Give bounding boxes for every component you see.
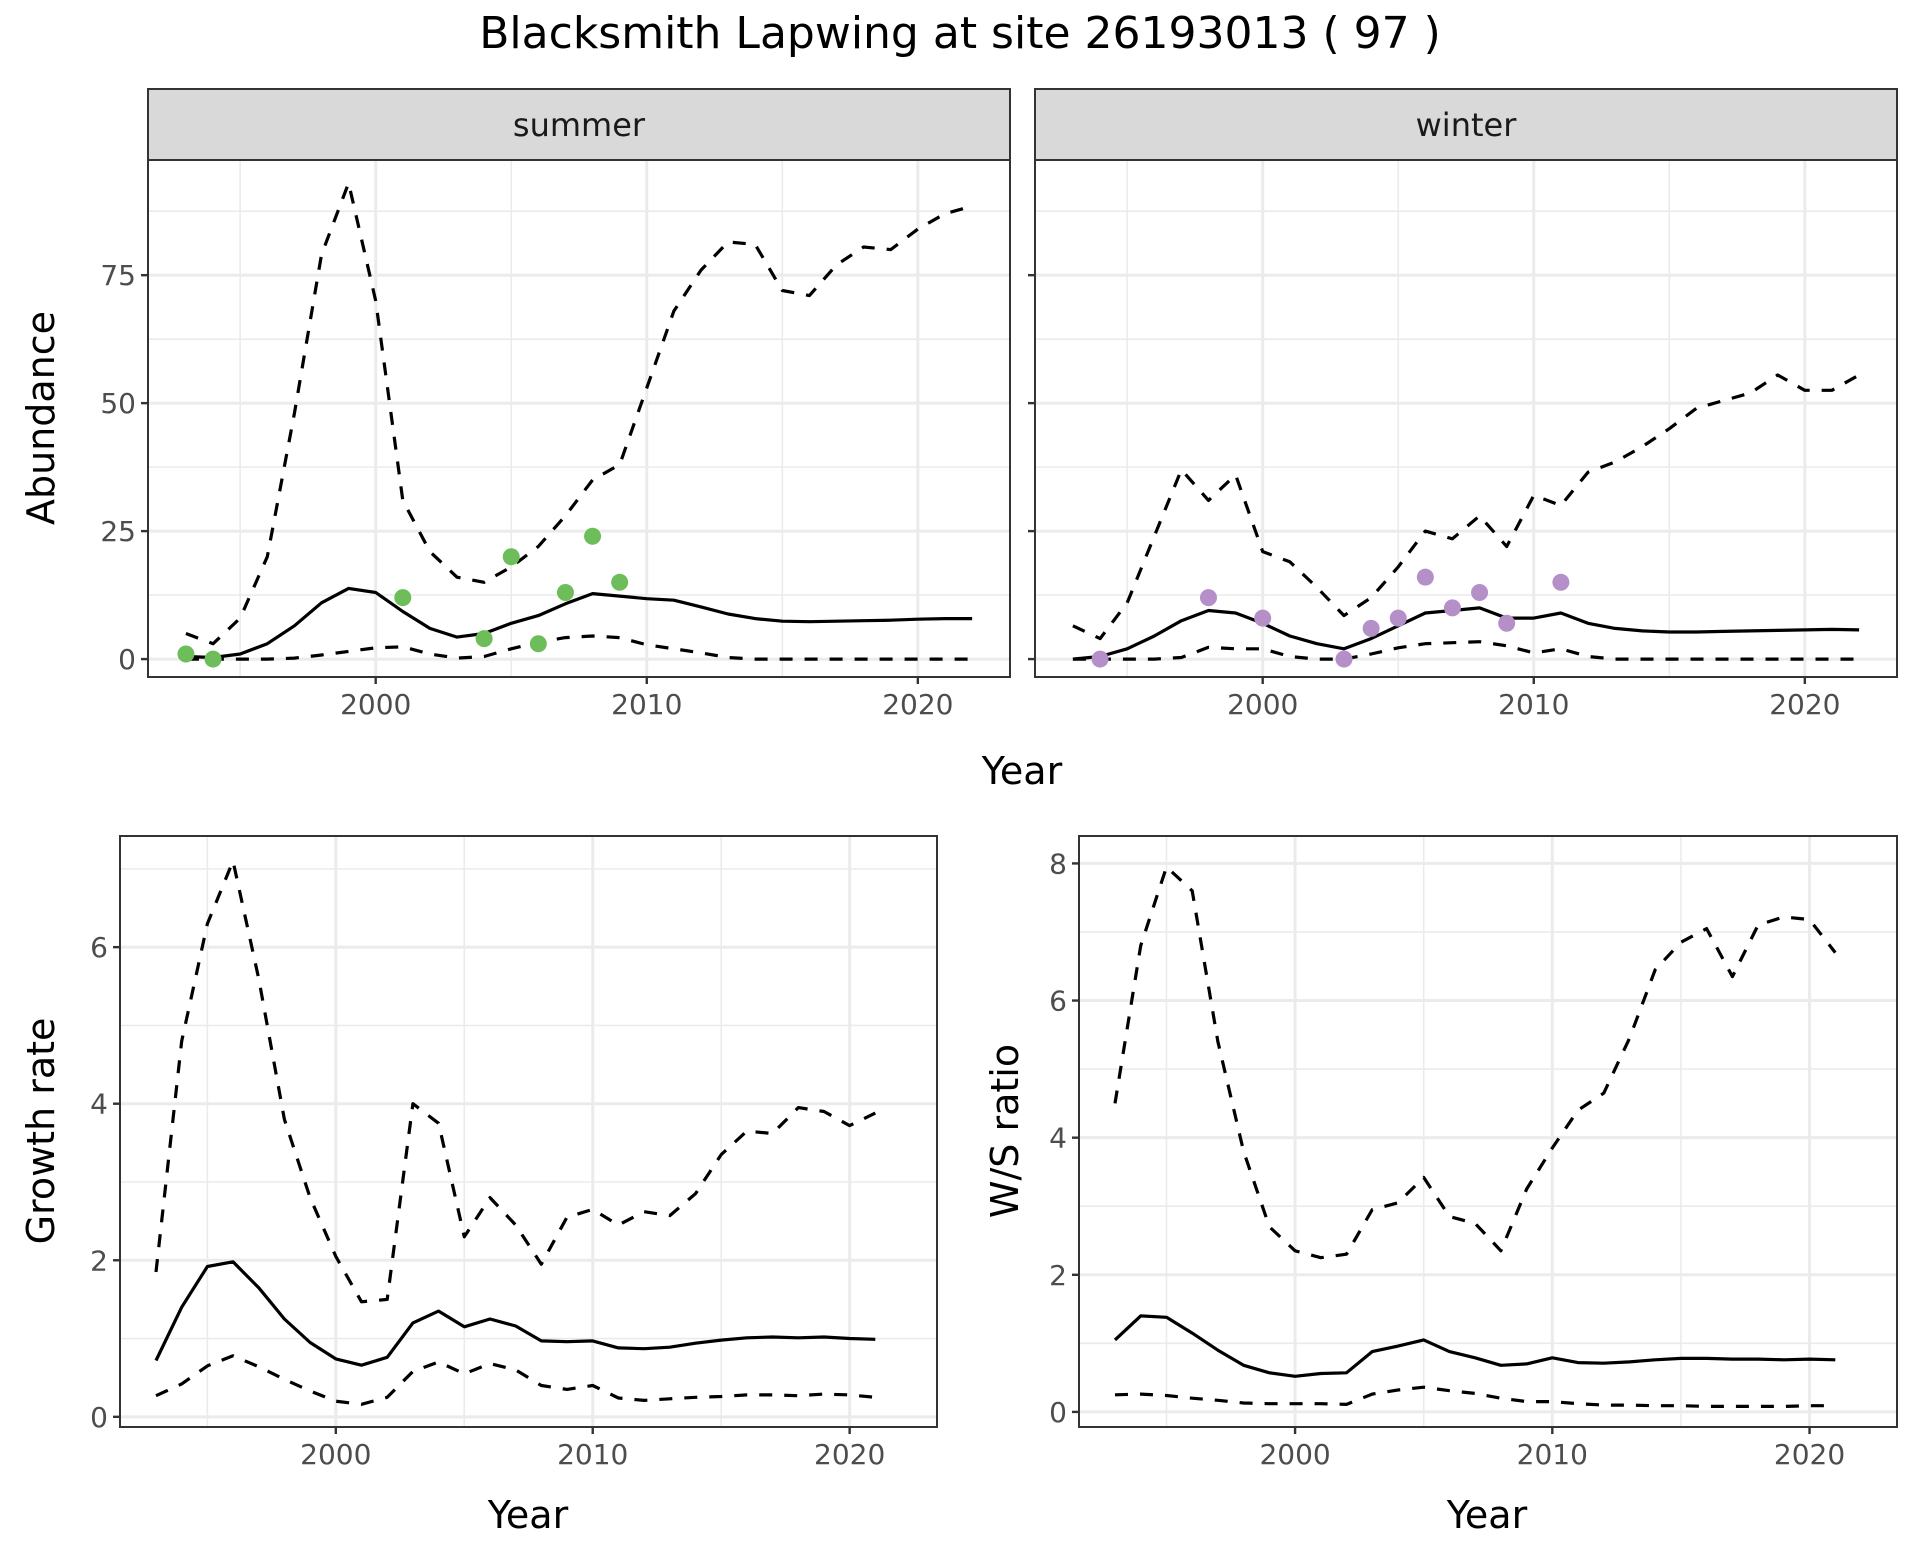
data-point xyxy=(611,573,629,591)
y-tick-label: 0 xyxy=(1049,1396,1067,1429)
plot-background xyxy=(1035,160,1897,677)
plot-background xyxy=(1079,836,1897,1427)
x-tick-label: 2020 xyxy=(814,1438,885,1471)
y-axis-title-growth: Growth rate xyxy=(19,1018,63,1245)
data-point xyxy=(1416,568,1434,586)
strip-summer xyxy=(147,88,1011,161)
series-line-estimate xyxy=(185,586,973,660)
series-line-estimate xyxy=(1072,606,1860,661)
y-tick-label: 2 xyxy=(1049,1259,1067,1292)
panel-growth-rate: 2000 2010 2020 0 2 4 6 xyxy=(90,835,938,1471)
plot-background xyxy=(120,836,937,1427)
data-point xyxy=(502,548,520,566)
y-tick-label: 4 xyxy=(90,1088,108,1121)
strip-label-summer: summer xyxy=(513,106,646,144)
data-point xyxy=(204,650,222,668)
x-tick-label: 2010 xyxy=(611,688,682,721)
panel-ws-ratio: 2000 2010 2020 0 2 4 6 8 xyxy=(1049,835,1898,1471)
series-line-lower xyxy=(185,634,973,661)
data-point xyxy=(1471,584,1489,602)
y-tick-label: 0 xyxy=(118,643,136,676)
x-tick-label: 2000 xyxy=(1259,1438,1330,1471)
x-tick-label: 2010 xyxy=(1517,1438,1588,1471)
y-tick-label: 2 xyxy=(90,1244,108,1277)
x-tick-label: 2000 xyxy=(300,1438,371,1471)
y-tick-label: 6 xyxy=(1049,985,1067,1018)
data-point xyxy=(529,635,547,653)
panel-border xyxy=(119,835,938,1428)
data-point xyxy=(475,630,493,648)
panel-summer: summer 2000 2010 2020 0 25 50 75 xyxy=(100,88,1011,721)
data-point xyxy=(584,527,602,545)
y-tick-label: 8 xyxy=(1049,847,1067,880)
series-line-lower xyxy=(1114,1385,1836,1409)
y-tick-label: 4 xyxy=(1049,1122,1067,1155)
x-tick-label: 2010 xyxy=(557,1438,628,1471)
y-tick-label: 0 xyxy=(90,1401,108,1434)
series-line-estimate xyxy=(154,1260,876,1367)
panel-border xyxy=(1034,159,1898,678)
y-axis-title-ws: W/S ratio xyxy=(983,1044,1027,1218)
y-tick-label: 6 xyxy=(90,931,108,964)
strip-label-winter: winter xyxy=(1416,106,1518,144)
panel-winter: winter 2000 2010 2020 xyxy=(1028,88,1898,721)
series-line-upper xyxy=(154,859,876,1304)
data-point xyxy=(177,645,195,663)
data-point xyxy=(1389,609,1407,627)
x-axis-title-growth: Year xyxy=(487,1493,569,1537)
x-tick-label: 2020 xyxy=(1774,1438,1845,1471)
data-point xyxy=(1091,650,1109,668)
x-tick-label: 2010 xyxy=(1498,688,1569,721)
x-tick-label: 2000 xyxy=(1227,688,1298,721)
data-point xyxy=(1552,573,1570,591)
panel-border xyxy=(1078,835,1898,1428)
x-axis-title-ws: Year xyxy=(1446,1493,1528,1537)
y-axis-title-abundance: Abundance xyxy=(19,311,63,525)
series-line-upper xyxy=(1113,865,1837,1260)
data-point xyxy=(1362,619,1380,637)
y-tick-label: 50 xyxy=(100,387,136,420)
series-line-lower xyxy=(155,1354,876,1406)
y-tick-label: 25 xyxy=(100,515,136,548)
y-tick-label: 75 xyxy=(100,259,136,292)
x-tick-label: 2020 xyxy=(1769,688,1840,721)
figure-title: Blacksmith Lapwing at site 26193013 ( 97… xyxy=(479,8,1441,59)
data-point xyxy=(1335,650,1353,668)
x-tick-label: 2020 xyxy=(882,688,953,721)
series-line-lower xyxy=(1072,640,1860,661)
data-point xyxy=(1443,599,1461,617)
data-point xyxy=(1254,609,1272,627)
data-point xyxy=(1199,589,1217,607)
data-point xyxy=(394,589,412,607)
x-axis-title-top: Year xyxy=(981,749,1063,793)
data-point xyxy=(556,584,574,602)
series-line-upper xyxy=(1072,373,1860,641)
x-tick-label: 2000 xyxy=(340,688,411,721)
strip-winter xyxy=(1034,88,1898,161)
panel-border xyxy=(147,159,1011,678)
series-line-estimate xyxy=(1113,1314,1836,1378)
data-point xyxy=(1498,614,1516,632)
